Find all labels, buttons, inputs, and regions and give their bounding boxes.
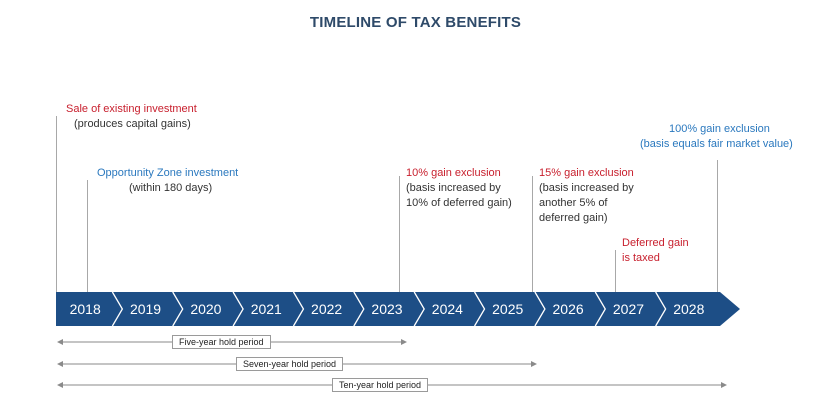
- chevron-right-icon: [111, 291, 124, 327]
- chevron-right-icon: [534, 291, 546, 327]
- annotation-fifteen-pct-sub1: (basis increased by: [539, 182, 634, 194]
- annotation-ten-pct: 10% gain exclusion (basis increased by 1…: [406, 166, 512, 211]
- annotation-ten-pct-sub1: (basis increased by: [406, 182, 501, 194]
- marker-line-oz: [87, 180, 88, 294]
- annotation-hundred-pct-sub: (basis equals fair market value): [640, 138, 793, 150]
- marker-line-sale: [56, 116, 57, 294]
- year-label-2027: 2027: [613, 301, 644, 317]
- annotation-hundred-pct-head: 100% gain exclusion: [668, 123, 770, 135]
- chevron-right-icon: [353, 291, 365, 327]
- marker-line-fifteen-pct: [532, 176, 533, 294]
- annotation-deferred-head1: Deferred gain: [622, 237, 689, 249]
- year-label-2022: 2022: [311, 301, 342, 317]
- marker-line-deferred: [615, 250, 616, 294]
- page-title: TIMELINE OF TAX BENEFITS: [309, 14, 522, 31]
- annotation-fifteen-pct-head: 15% gain exclusion: [539, 167, 634, 179]
- annotation-deferred-head2: is taxed: [622, 252, 660, 264]
- annotation-fifteen-pct-sub2: another 5% of: [539, 197, 608, 209]
- annotation-sale-head: Sale of existing investment: [66, 103, 197, 115]
- chevron-right-icon: [172, 291, 184, 327]
- marker-line-ten-pct: [399, 176, 400, 294]
- chevron-right-icon: [232, 291, 244, 327]
- annotation-ten-pct-head: 10% gain exclusion: [406, 167, 501, 179]
- marker-line-hundred-pct: [717, 160, 718, 294]
- year-label-2024: 2024: [432, 301, 463, 317]
- chevron-right-icon: [594, 291, 607, 327]
- annotation-sale-sub: (produces capital gains): [74, 118, 191, 130]
- hold-row-seven: Seven-year hold period: [56, 357, 538, 371]
- annotation-fifteen-pct: 15% gain exclusion (basis increased by a…: [539, 166, 634, 226]
- annotation-fifteen-pct-sub3: deferred gain): [539, 212, 608, 224]
- hold-row-five: Five-year hold period: [56, 335, 408, 349]
- year-label-2019: 2019: [130, 301, 161, 317]
- hold-label-five: Five-year hold period: [172, 335, 271, 349]
- hold-row-ten: Ten-year hold period: [56, 378, 728, 392]
- annotation-deferred: Deferred gain is taxed: [622, 236, 689, 266]
- annotation-hundred-pct: 100% gain exclusion (basis equals fair m…: [640, 122, 793, 152]
- chevron-right-icon: [473, 291, 486, 327]
- year-label-2025: 2025: [492, 301, 523, 317]
- annotation-oz-head: Opportunity Zone investment: [97, 167, 239, 179]
- annotation-oz: Opportunity Zone investment (within 180 …: [97, 166, 238, 196]
- annotation-sale: Sale of existing investment (produces ca…: [66, 102, 197, 132]
- chevron-right-icon: [292, 291, 305, 327]
- hold-label-ten: Ten-year hold period: [332, 378, 429, 392]
- hold-label-seven: Seven-year hold period: [236, 357, 344, 371]
- year-label-2018: 2018: [70, 301, 101, 317]
- year-label-2026: 2026: [553, 301, 584, 317]
- annotation-oz-sub: (within 180 days): [129, 182, 213, 194]
- year-label-2020: 2020: [190, 301, 221, 317]
- chevron-right-icon: [655, 291, 667, 327]
- year-label-2028: 2028: [673, 301, 704, 317]
- year-label-2023: 2023: [371, 301, 402, 317]
- chevron-right-icon: [413, 291, 425, 327]
- annotation-ten-pct-sub2: 10% of deferred gain): [406, 197, 512, 209]
- year-label-2021: 2021: [251, 301, 282, 317]
- timeline-arrow-body: [56, 292, 740, 326]
